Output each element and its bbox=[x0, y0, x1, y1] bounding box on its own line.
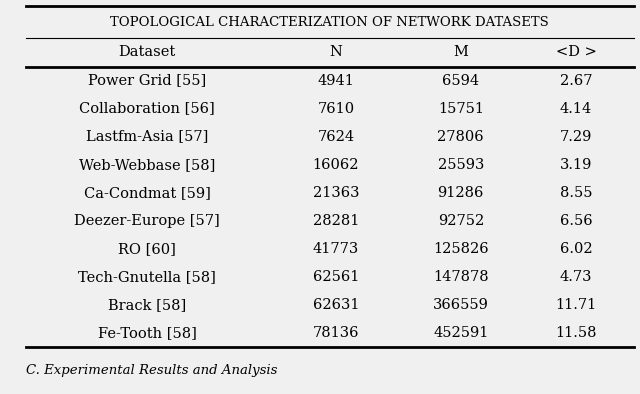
Text: 62561: 62561 bbox=[313, 269, 359, 284]
Text: 8.55: 8.55 bbox=[560, 186, 592, 200]
Text: RO [60]: RO [60] bbox=[118, 242, 176, 256]
Text: 6.56: 6.56 bbox=[560, 214, 592, 228]
Text: Fe-Tooth [58]: Fe-Tooth [58] bbox=[98, 326, 196, 340]
Text: 92752: 92752 bbox=[438, 214, 484, 228]
Text: Deezer-Europe [57]: Deezer-Europe [57] bbox=[74, 214, 220, 228]
Text: 21363: 21363 bbox=[313, 186, 359, 200]
Text: 16062: 16062 bbox=[313, 158, 359, 172]
Text: 27806: 27806 bbox=[438, 130, 484, 144]
Text: 91286: 91286 bbox=[438, 186, 484, 200]
Text: Lastfm-Asia [57]: Lastfm-Asia [57] bbox=[86, 130, 209, 144]
Text: 366559: 366559 bbox=[433, 298, 489, 312]
Text: 6594: 6594 bbox=[442, 74, 479, 87]
Text: 452591: 452591 bbox=[433, 326, 488, 340]
Text: C. Experimental Results and Analysis: C. Experimental Results and Analysis bbox=[26, 364, 277, 377]
Text: TOPOLOGICAL CHARACTERIZATION OF NETWORK DATASETS: TOPOLOGICAL CHARACTERIZATION OF NETWORK … bbox=[110, 16, 549, 28]
Text: 4.73: 4.73 bbox=[560, 269, 592, 284]
Text: 25593: 25593 bbox=[438, 158, 484, 172]
Text: 6.02: 6.02 bbox=[560, 242, 592, 256]
Text: 7610: 7610 bbox=[317, 102, 355, 115]
Text: Web-Webbase [58]: Web-Webbase [58] bbox=[79, 158, 216, 172]
Text: <D >: <D > bbox=[556, 45, 596, 59]
Text: Ca-Condmat [59]: Ca-Condmat [59] bbox=[84, 186, 211, 200]
Text: 15751: 15751 bbox=[438, 102, 484, 115]
Text: 7624: 7624 bbox=[317, 130, 355, 144]
Text: 125826: 125826 bbox=[433, 242, 488, 256]
Text: Dataset: Dataset bbox=[118, 45, 176, 59]
Text: Power Grid [55]: Power Grid [55] bbox=[88, 74, 206, 87]
Text: Brack [58]: Brack [58] bbox=[108, 298, 186, 312]
Text: 28281: 28281 bbox=[313, 214, 359, 228]
Text: Tech-Gnutella [58]: Tech-Gnutella [58] bbox=[78, 269, 216, 284]
Text: 41773: 41773 bbox=[313, 242, 359, 256]
Text: 7.29: 7.29 bbox=[560, 130, 592, 144]
Text: 2.67: 2.67 bbox=[560, 74, 592, 87]
Text: 4.14: 4.14 bbox=[560, 102, 592, 115]
Text: N: N bbox=[330, 45, 342, 59]
Text: 11.58: 11.58 bbox=[556, 326, 596, 340]
Text: 11.71: 11.71 bbox=[556, 298, 596, 312]
Text: 4941: 4941 bbox=[317, 74, 355, 87]
Text: 78136: 78136 bbox=[313, 326, 359, 340]
Text: 3.19: 3.19 bbox=[560, 158, 592, 172]
Text: Collaboration [56]: Collaboration [56] bbox=[79, 102, 215, 115]
Text: M: M bbox=[453, 45, 468, 59]
Text: 62631: 62631 bbox=[313, 298, 359, 312]
Text: 147878: 147878 bbox=[433, 269, 488, 284]
